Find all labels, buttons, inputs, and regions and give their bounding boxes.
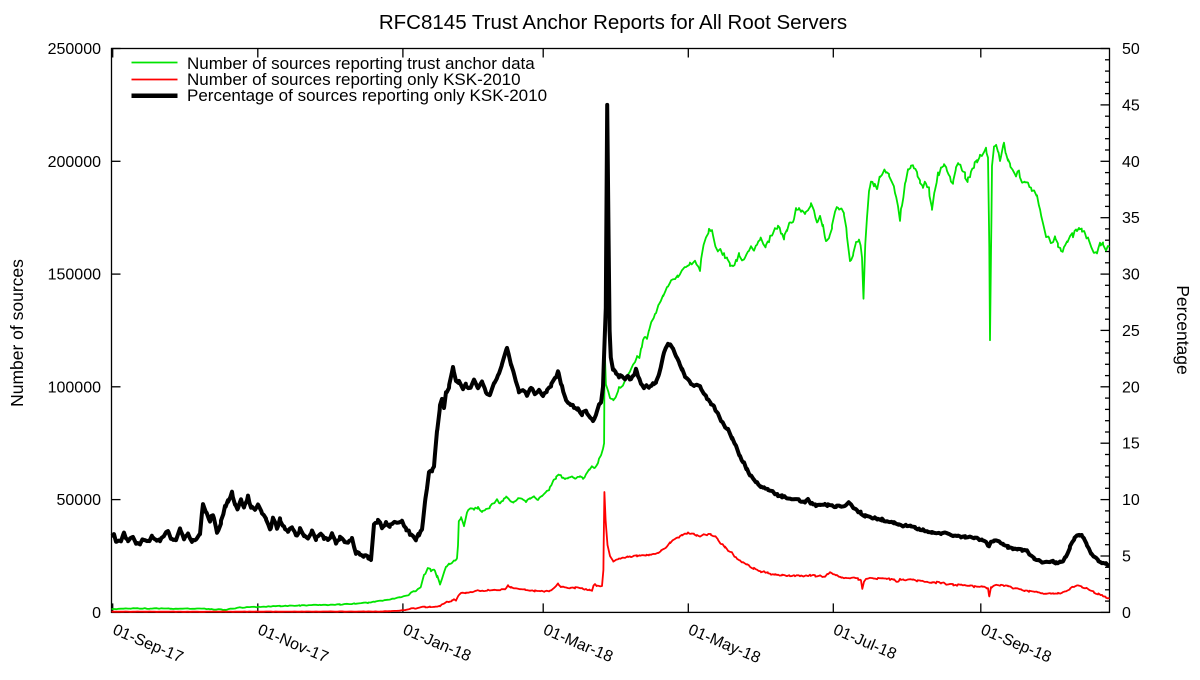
svg-text:100000: 100000: [48, 379, 101, 396]
svg-text:Percentage of sources reportin: Percentage of sources reporting only KSK…: [187, 86, 547, 105]
svg-text:25: 25: [1122, 323, 1140, 340]
svg-text:20: 20: [1122, 379, 1140, 396]
svg-text:40: 40: [1122, 154, 1140, 171]
svg-text:0: 0: [1122, 605, 1131, 622]
svg-text:10: 10: [1122, 492, 1140, 509]
svg-text:Number of sources: Number of sources: [7, 259, 27, 407]
svg-text:Number of sources reporting tr: Number of sources reporting trust anchor…: [187, 54, 535, 73]
svg-text:Number of sources reporting on: Number of sources reporting only KSK-201…: [187, 70, 521, 89]
svg-text:250000: 250000: [48, 41, 101, 58]
svg-text:200000: 200000: [48, 154, 101, 171]
svg-text:45: 45: [1122, 97, 1140, 114]
svg-text:15: 15: [1122, 436, 1140, 453]
svg-text:50000: 50000: [57, 492, 102, 509]
svg-text:0: 0: [92, 605, 101, 622]
svg-text:RFC8145 Trust Anchor Reports f: RFC8145 Trust Anchor Reports for All Roo…: [379, 11, 847, 34]
svg-text:30: 30: [1122, 267, 1140, 284]
svg-text:35: 35: [1122, 210, 1140, 227]
svg-text:150000: 150000: [48, 267, 101, 284]
svg-text:50: 50: [1122, 41, 1140, 58]
svg-text:Percentage: Percentage: [1173, 285, 1193, 375]
svg-text:5: 5: [1122, 549, 1131, 566]
